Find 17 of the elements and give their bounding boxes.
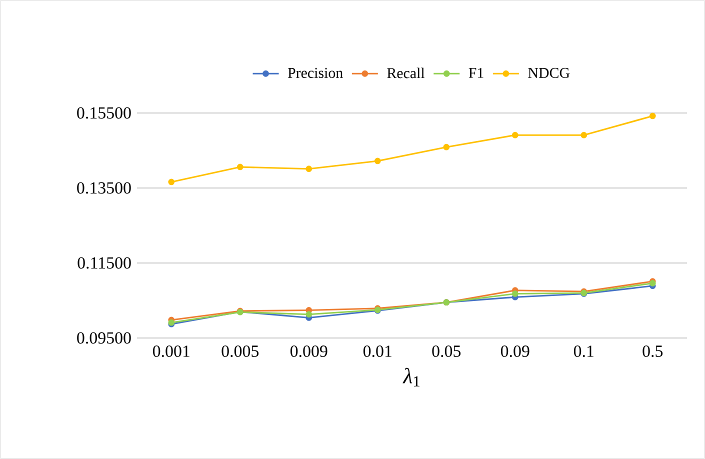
x-tick-label: 0.5 bbox=[642, 346, 663, 357]
x-tick-label: 0.1 bbox=[574, 346, 594, 357]
legend-label: Precision bbox=[288, 68, 343, 78]
x-tick-label: 0.01 bbox=[363, 346, 392, 357]
x-tick-label: 0.009 bbox=[290, 346, 328, 357]
y-tick-label: 0.13500 bbox=[77, 182, 131, 194]
legend-label: Recall bbox=[387, 68, 425, 78]
legend-label: NDCG bbox=[528, 68, 570, 78]
x-axis-title: λ$_{1}$ bbox=[402, 368, 420, 386]
y-tick-label: 0.15500 bbox=[77, 107, 131, 119]
x-tick-label: 0.001 bbox=[152, 346, 190, 357]
x-tick-label: 0.05 bbox=[432, 346, 461, 357]
legend-label: F1 bbox=[468, 68, 484, 78]
x-tick-label: 0.09 bbox=[500, 346, 530, 357]
x-tick-label: 0.005 bbox=[222, 346, 259, 357]
y-tick-label: 0.11500 bbox=[78, 257, 131, 269]
y-tick-label: 0.09500 bbox=[77, 332, 131, 344]
